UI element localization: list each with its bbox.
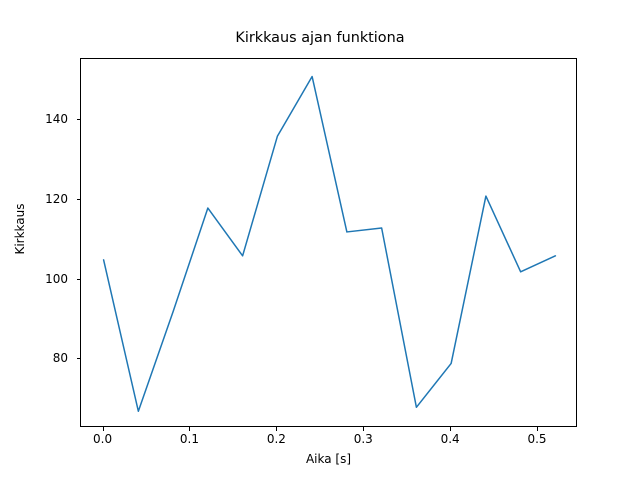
y-tick-mark [76,199,80,201]
y-tick-mark [76,278,80,280]
x-tick-label: 0.5 [527,432,547,446]
x-axis-label: Aika [s] [305,452,352,466]
y-tick-mark [76,358,80,360]
x-tick-mark [102,427,104,431]
data-line-plot [102,75,557,413]
y-axis-label: Kirkkaus [13,203,27,255]
x-tick-mark [276,427,278,431]
x-tick-mark [537,427,539,431]
y-tick-mark [76,119,80,121]
x-tick-label: 0.2 [266,432,286,446]
x-tick-label: 0.4 [440,432,460,446]
x-tick-mark [450,427,452,431]
y-tick-label: 80 [52,351,68,366]
y-tick-label: 140 [45,112,68,127]
chart-title: Kirkkaus ajan funktiona [235,30,405,46]
y-tick-label: 120 [45,192,68,207]
x-tick-label: 0.0 [93,432,113,446]
x-tick-mark [189,427,191,431]
data-series-line [102,75,557,413]
x-tick-mark [363,427,365,431]
plot-axes [80,58,577,427]
x-tick-label: 0.3 [353,432,373,446]
x-tick-label: 0.1 [179,432,200,446]
y-tick-label: 100 [45,271,68,286]
